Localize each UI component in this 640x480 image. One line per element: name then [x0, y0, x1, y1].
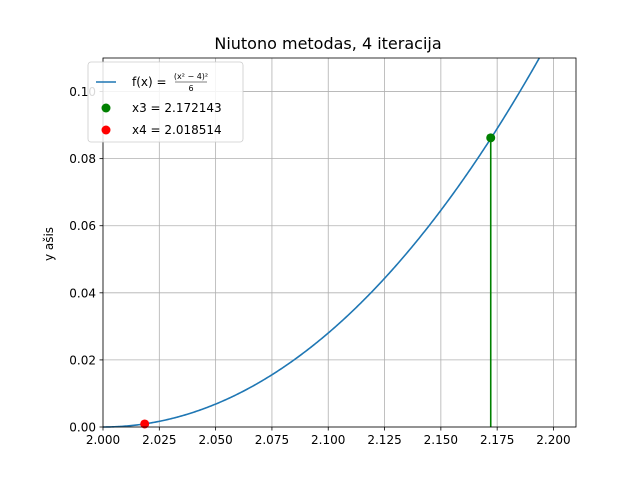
- y-tick-label: 0.02: [69, 353, 96, 367]
- legend-label-x4: x4 = 2.018514: [132, 123, 222, 137]
- y-tick-label: 0.04: [69, 286, 96, 300]
- x-tick-label: 2.025: [142, 433, 176, 447]
- x-tick-label: 2.150: [424, 433, 458, 447]
- y-tick-label: 0.08: [69, 152, 96, 166]
- f-curve-line: [103, 57, 541, 428]
- legend-label-f-denominator: 6: [188, 84, 193, 93]
- axes: 2.000 2.025 2.050 2.075 2.100 2.125 2.150 2.175…: [69, 57, 577, 447]
- x-tick-label: 2.000: [86, 433, 120, 447]
- y-tick-label: 0.06: [69, 219, 96, 233]
- legend-marker-x4: [101, 125, 111, 135]
- x-tick-label: 2.200: [536, 433, 570, 447]
- y-axis-label: y ašis: [42, 227, 56, 261]
- x-tick-label: 2.100: [311, 433, 345, 447]
- legend-marker-x3: [101, 103, 111, 113]
- legend-label-x3: x3 = 2.172143: [132, 101, 222, 115]
- x-tick-label: 2.175: [480, 433, 514, 447]
- x-tick-label: 2.050: [198, 433, 232, 447]
- axes-frame: [102, 57, 577, 428]
- x4-point: [140, 419, 150, 429]
- x3-point: [486, 133, 496, 143]
- legend-label-f-numerator: (x² − 4)²: [174, 72, 208, 81]
- y-tick-label: 0.00: [69, 421, 96, 435]
- chart-title: Niutono metodas, 4 iteracija: [214, 34, 441, 53]
- x-tick-label: 2.125: [367, 433, 401, 447]
- legend: f(x) = (x² − 4)² 6 x3 = 2.172143 x4 = 2.018…: [87, 61, 244, 143]
- x-tick-label: 2.075: [255, 433, 289, 447]
- legend-label-f-prefix: f(x) =: [132, 75, 167, 89]
- plot-data: [103, 57, 541, 429]
